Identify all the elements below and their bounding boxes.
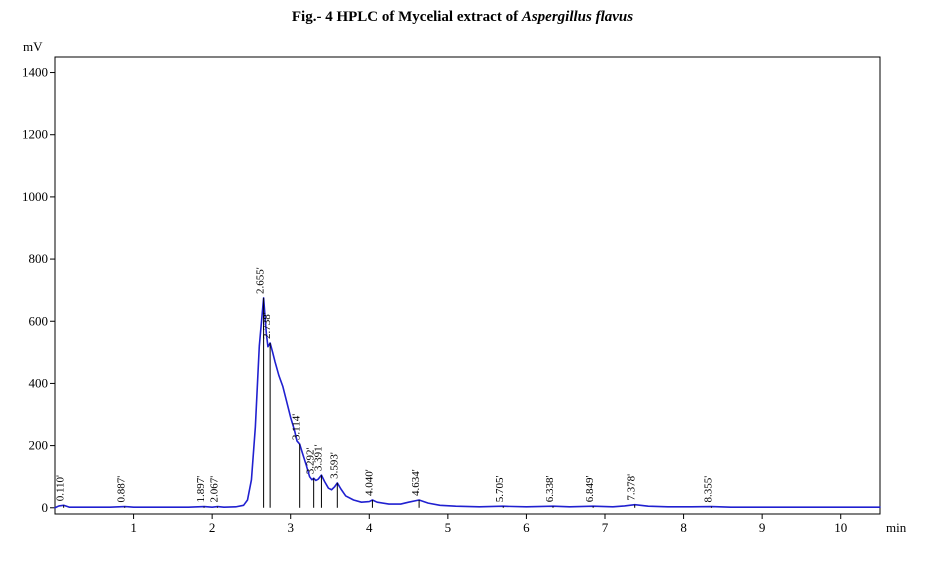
peak-label: 2.738' <box>261 312 273 339</box>
y-tick-label: 1200 <box>22 127 48 142</box>
title-prefix: Fig.- 4 HPLC of Mycelial extract of <box>292 9 522 25</box>
peak-label: 8.355' <box>702 476 714 503</box>
x-unit-label: min <box>886 520 907 535</box>
peak-label: 3.114' <box>291 414 303 440</box>
y-tick-label: 600 <box>29 313 49 328</box>
peak-label: 0.887' <box>116 476 128 503</box>
x-tick-label: 8 <box>680 520 687 535</box>
y-tick-label: 400 <box>29 375 49 390</box>
x-tick-label: 5 <box>445 520 452 535</box>
x-tick-label: 3 <box>287 520 294 535</box>
peak-label: 7.378' <box>626 474 638 501</box>
peak-label: 2.067' <box>208 476 220 503</box>
peak-label: 6.338' <box>544 475 556 502</box>
y-tick-label: 1400 <box>22 65 48 80</box>
x-tick-label: 9 <box>759 520 766 535</box>
x-tick-label: 7 <box>602 520 609 535</box>
peak-label: 0.110' <box>55 475 67 501</box>
peak-label: 6.849' <box>584 475 596 502</box>
peak-label: 5.705' <box>494 475 506 502</box>
peak-label: 2.655' <box>255 267 267 294</box>
hplc-chart: 0 200 400 600 800 1000 1200 1400 1 2 3 4 5 6 7 8 9 10 mV mi… <box>0 32 925 562</box>
x-tick-label: 4 <box>366 520 373 535</box>
plot-border <box>55 57 880 514</box>
y-tick-label: 1000 <box>22 189 48 204</box>
x-tick-label: 2 <box>209 520 216 535</box>
y-tick-label: 0 <box>42 500 49 515</box>
chromatogram-trace <box>55 298 880 508</box>
figure-title: Fig.- 4 HPLC of Mycelial extract of Aspe… <box>0 0 925 32</box>
peak-label: 1.897' <box>195 476 207 503</box>
x-tick-label: 1 <box>130 520 137 535</box>
peak-label: 3.391' <box>312 444 324 471</box>
peak-label: 4.040' <box>363 469 375 496</box>
y-tick-label: 800 <box>29 251 49 266</box>
x-tick-label: 6 <box>523 520 530 535</box>
peak-label: 4.634' <box>410 469 422 496</box>
y-tick-label: 200 <box>29 438 49 453</box>
title-species: Aspergillus flavus <box>522 9 633 25</box>
x-tick-label: 10 <box>834 520 847 535</box>
chart-svg: 0 200 400 600 800 1000 1200 1400 1 2 3 4 5 6 7 8 9 10 mV mi… <box>0 32 925 562</box>
peak-label: 3.593' <box>328 452 340 479</box>
y-unit-label: mV <box>23 39 43 54</box>
